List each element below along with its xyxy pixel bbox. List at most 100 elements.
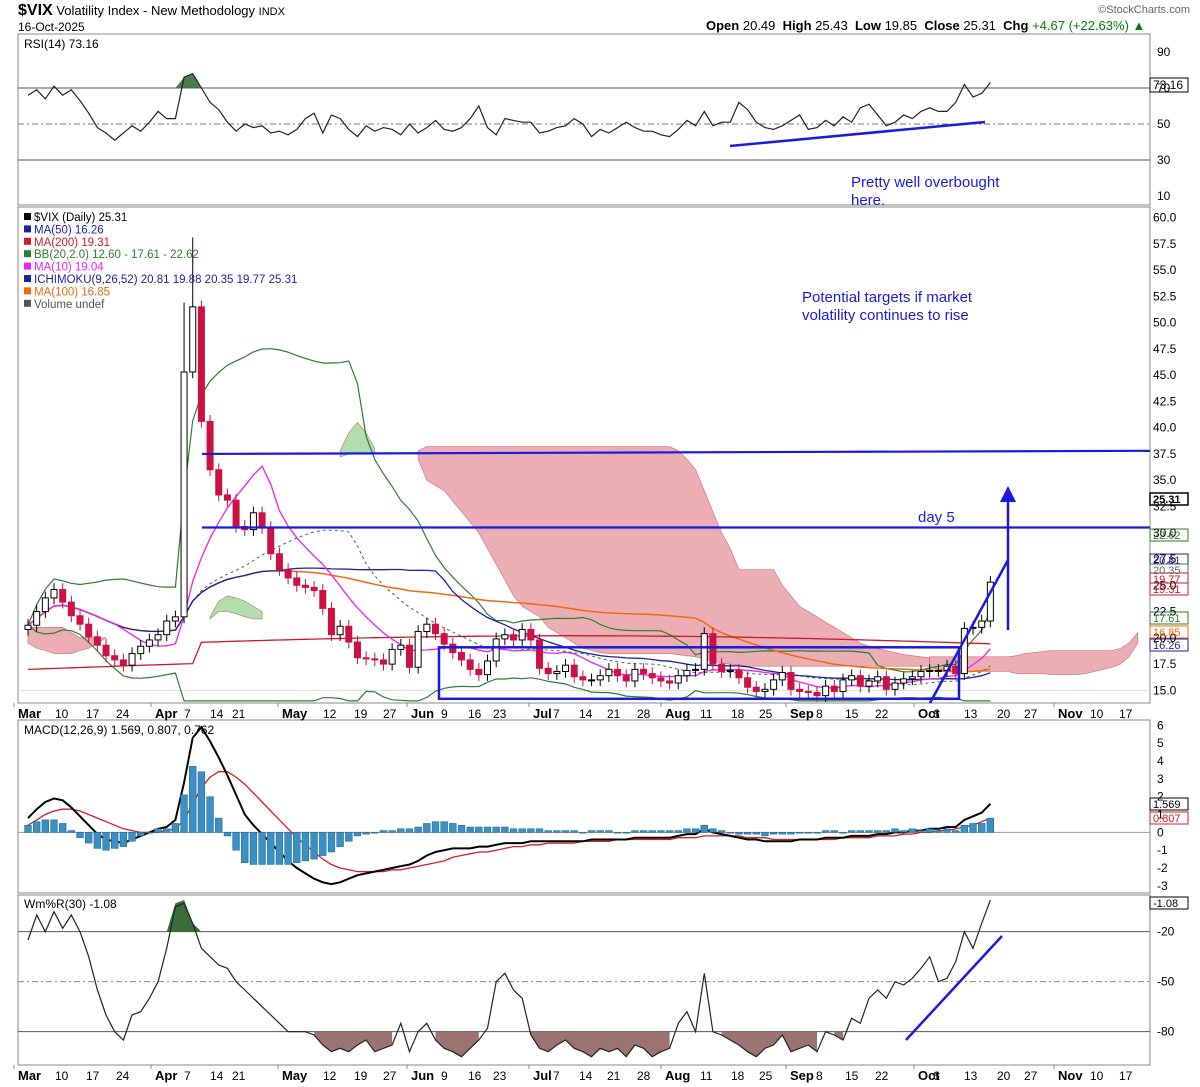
open-value: 20.49 [742, 18, 776, 33]
candle-body [865, 680, 873, 687]
candle-body [778, 672, 786, 681]
rsi-value-badge [1149, 77, 1189, 93]
macd-histogram-bar [215, 817, 223, 833]
macd-histogram-bar [848, 830, 856, 833]
x-tick-label: 19 [354, 707, 368, 721]
legend-swatch [24, 299, 31, 307]
x-tick-label: 11 [700, 707, 713, 721]
x-tick-label: 27 [1024, 1069, 1038, 1083]
legend-swatch [24, 225, 31, 233]
wr-oversold-fill [834, 1031, 843, 1040]
macd-histogram-bar [726, 832, 734, 834]
candle-body [813, 691, 821, 697]
macd-histogram-bar [267, 832, 275, 865]
candle-body [900, 678, 908, 684]
ichimoku-cloud-green [209, 595, 263, 620]
price-value-badge [1149, 638, 1189, 652]
y-tick-label: -50 [1157, 975, 1175, 989]
x-tick-label: 24 [116, 707, 130, 721]
y-tick-label: -20 [1157, 925, 1175, 939]
chart-title: $VIX Volatility Index - New Methodology … [18, 2, 285, 20]
legend-swatch [24, 237, 31, 245]
macd-histogram-bar [856, 830, 864, 833]
macd-histogram-bar [388, 830, 396, 833]
candle-body [848, 675, 856, 681]
x-tick-label: 15 [845, 1069, 859, 1083]
x-tick-label: Jun [411, 1068, 434, 1083]
macd-histogram-bar [553, 830, 561, 833]
macd-histogram-bar [501, 826, 509, 833]
candle-body [518, 628, 526, 641]
x-tick-label: May [282, 1068, 308, 1083]
candle-body [41, 597, 49, 613]
y-tick-label: 30 [1157, 153, 1171, 167]
brand-label[interactable]: ©StockCharts.com [1098, 4, 1190, 16]
y-tick-label: 20.0 [1153, 631, 1177, 645]
y-tick-label: 60.0 [1153, 211, 1177, 225]
candle-body [527, 628, 535, 641]
macd-histogram-bar [423, 823, 431, 833]
candle-body [275, 553, 283, 571]
candle-body [657, 677, 665, 682]
x-tick-label: 28 [637, 707, 651, 721]
price-value-badge [1149, 625, 1189, 639]
macd-histogram-bar [579, 832, 587, 834]
candle-body [336, 625, 344, 636]
y-tick-label: 25.0 [1153, 578, 1177, 592]
x-tick-label: 17 [1119, 1069, 1133, 1083]
x-tick-label: 6 [933, 1069, 940, 1083]
macd-histogram-bar [709, 828, 717, 833]
candle-body [431, 623, 439, 635]
price-value-label: 16.26 [1153, 640, 1181, 652]
macd-histogram-bar [769, 832, 778, 835]
y-tick-label: 10 [1157, 189, 1171, 203]
macd-histogram-bar [93, 832, 102, 849]
wr-legend: Wm%R(30) -1.08 [24, 897, 117, 911]
macd-histogram-bar [874, 830, 882, 833]
wr-line [27, 899, 991, 1058]
x-tick-label: Mar [18, 706, 41, 721]
x-tick-label: Jul [533, 706, 552, 721]
x-tick-label: 6 [933, 707, 940, 721]
x-tick-label: Sep [790, 706, 814, 721]
low-label: Low [854, 18, 881, 33]
candle-body [770, 679, 778, 690]
close-value: 25.31 [963, 18, 996, 33]
macd-histogram-bar [882, 830, 890, 833]
panel-frame-wr [17, 894, 1151, 1066]
x-tick-label: 10 [55, 707, 69, 721]
candle-body [718, 663, 726, 672]
macd-histogram-bar [596, 830, 604, 833]
rsi-overbought-fill [175, 73, 202, 88]
x-tick-label: 16 [468, 1069, 482, 1083]
y-tick-label: 22.5 [1153, 605, 1177, 619]
x-tick-label: 25 [759, 707, 773, 721]
macd-histogram-bar [119, 832, 128, 847]
x-tick-label: 19 [354, 1069, 368, 1083]
x-tick-label: 14 [579, 707, 593, 721]
price-value-label: 22.62 [1153, 530, 1181, 542]
macd-histogram-bar [665, 830, 674, 833]
x-tick-label: 21 [232, 707, 246, 721]
price-value-badge [1149, 611, 1189, 625]
candle-body [85, 623, 93, 638]
wr-overbought-fill [166, 900, 202, 932]
candle-body [353, 641, 361, 659]
candle-body [206, 420, 214, 471]
x-tick-label: 23 [493, 1069, 507, 1083]
y-tick-label: 0 [1157, 825, 1164, 839]
wr-value-badge [1149, 896, 1189, 910]
rsi-legend: RSI(14) 73.16 [24, 37, 99, 51]
wr-oversold-fill [314, 1031, 393, 1052]
candle-body [735, 669, 743, 679]
macd-histogram-bar [613, 832, 622, 834]
candle-body [761, 688, 769, 692]
exchange-label: INDX [258, 6, 285, 18]
candle-body [258, 512, 266, 529]
candle-body [310, 586, 318, 592]
chg-label: Chg [1003, 18, 1029, 33]
macd-histogram-bar [527, 828, 535, 833]
macd-histogram-bar [969, 823, 977, 833]
macd-histogram-bar [67, 830, 75, 833]
